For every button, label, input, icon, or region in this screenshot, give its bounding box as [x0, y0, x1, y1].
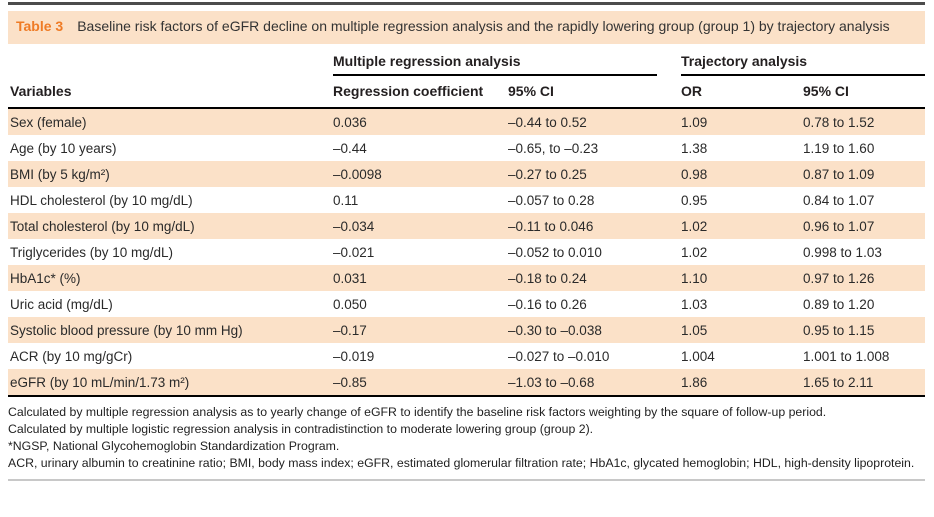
- variable-cell: HDL cholesterol (by 10 mg/dL): [10, 192, 193, 208]
- variable-cell: eGFR (by 10 mL/min/1.73 m²): [10, 374, 190, 390]
- variable-cell: Systolic blood pressure (by 10 mm Hg): [10, 322, 243, 338]
- or-ci-cell: 0.89 to 1.20: [803, 296, 875, 312]
- or-ci-cell: 0.87 to 1.09: [803, 166, 875, 182]
- or-ci-cell: 1.65 to 2.11: [803, 374, 874, 390]
- variable-cell: BMI (by 5 kg/m²): [10, 166, 110, 182]
- column-header-variables: Variables: [8, 76, 333, 109]
- column-header-row: Variables Regression coefficient 95% CI …: [8, 76, 926, 109]
- coef-cell: 0.036: [333, 114, 367, 130]
- table-row-systolic-bp: Systolic blood pressure (by 10 mm Hg) –0…: [8, 317, 926, 343]
- table-row-bmi: BMI (by 5 kg/m²) –0.0098 –0.27 to 0.25 0…: [8, 161, 926, 187]
- variable-cell: Triglycerides (by 10 mg/dL): [10, 244, 174, 260]
- ci-cell: –0.27 to 0.25: [508, 166, 587, 182]
- coef-cell: –0.85: [333, 374, 367, 390]
- or-ci-cell: 1.19 to 1.60: [803, 140, 875, 156]
- coef-cell: 0.050: [333, 296, 367, 312]
- or-cell: 1.03: [681, 296, 708, 312]
- bottom-rule: [8, 479, 925, 481]
- footnotes: Calculated by multiple regression analys…: [8, 404, 925, 472]
- group-header-multiple-regression: Multiple regression analysis: [333, 53, 681, 76]
- or-cell: 1.38: [681, 140, 708, 156]
- or-cell: 1.09: [681, 114, 708, 130]
- variable-cell: Total cholesterol (by 10 mg/dL): [10, 218, 195, 234]
- coef-cell: –0.019: [333, 348, 375, 364]
- coef-cell: –0.0098: [333, 166, 382, 182]
- table-row-hba1c: HbA1c* (%) 0.031 –0.18 to 0.24 1.10 0.97…: [8, 265, 926, 291]
- variable-cell: HbA1c* (%): [10, 270, 81, 286]
- or-ci-cell: 1.001 to 1.008: [803, 348, 890, 364]
- or-ci-cell: 0.97 to 1.26: [803, 270, 875, 286]
- ci-cell: –0.30 to –0.038: [508, 322, 602, 338]
- footnote-regression-method: Calculated by multiple regression analys…: [8, 405, 827, 419]
- table-row-triglycerides: Triglycerides (by 10 mg/dL) –0.021 –0.05…: [8, 239, 925, 265]
- ci-cell: –1.03 to –0.68: [508, 374, 595, 390]
- table-row-age: Age (by 10 years) –0.44 –0.65, to –0.23 …: [8, 135, 925, 161]
- coef-cell: –0.034: [333, 218, 375, 234]
- ci-cell: –0.65, to –0.23: [508, 140, 599, 156]
- column-header-ci-trajectory: 95% CI: [803, 76, 926, 109]
- or-cell: 1.02: [681, 244, 708, 260]
- table-header: Multiple regression analysis Trajectory …: [8, 53, 926, 109]
- or-cell: 0.95: [681, 192, 708, 208]
- column-header-or: OR: [681, 76, 804, 109]
- table-body: Sex (female) 0.036 –0.44 to 0.52 1.09 0.…: [8, 108, 926, 396]
- footnote-ngsp: *NGSP, National Glycohemoglobin Standard…: [8, 439, 340, 453]
- ci-cell: –0.057 to 0.28: [508, 192, 595, 208]
- table-row-uric-acid: Uric acid (mg/dL) 0.050 –0.16 to 0.26 1.…: [8, 291, 925, 317]
- column-header-ci-regression: 95% CI: [508, 76, 682, 109]
- top-rule: [8, 2, 925, 5]
- coef-cell: –0.44: [333, 140, 367, 156]
- group-header-row: Multiple regression analysis Trajectory …: [8, 53, 926, 76]
- ci-cell: –0.44 to 0.52: [508, 114, 587, 130]
- or-ci-cell: 0.96 to 1.07: [803, 218, 875, 234]
- column-header-regression-coefficient: Regression coefficient: [333, 76, 508, 109]
- or-cell: 1.05: [681, 322, 708, 338]
- ci-cell: –0.11 to 0.046: [508, 218, 594, 234]
- coef-cell: –0.021: [333, 244, 375, 260]
- table-row-sex: Sex (female) 0.036 –0.44 to 0.52 1.09 0.…: [8, 108, 926, 135]
- or-cell: 0.98: [681, 166, 708, 182]
- ci-cell: –0.052 to 0.010: [508, 244, 602, 260]
- or-ci-cell: 0.78 to 1.52: [803, 114, 875, 130]
- or-cell: 1.02: [681, 218, 708, 234]
- table-row-egfr: eGFR (by 10 mL/min/1.73 m²) –0.85 –1.03 …: [8, 369, 926, 396]
- coef-cell: –0.17: [333, 322, 367, 338]
- variable-cell: Age (by 10 years): [10, 140, 117, 156]
- variable-cell: Uric acid (mg/dL): [10, 296, 113, 312]
- group-header-multiple-regression-label: Multiple regression analysis: [333, 53, 658, 76]
- table-caption: Table 3 Baseline risk factors of eGFR dec…: [8, 11, 925, 44]
- footnote-logistic-method: Calculated by multiple logistic regressi…: [8, 422, 594, 436]
- footnote-abbreviations: ACR, urinary albumin to creatinine ratio…: [8, 456, 915, 470]
- or-ci-cell: 0.998 to 1.03: [803, 244, 882, 260]
- table-number-label: Table 3: [16, 18, 64, 34]
- coef-cell: 0.031: [333, 270, 367, 286]
- risk-factors-table: Multiple regression analysis Trajectory …: [8, 53, 926, 397]
- or-cell: 1.10: [681, 270, 708, 286]
- or-ci-cell: 0.84 to 1.07: [803, 192, 875, 208]
- or-ci-cell: 0.95 to 1.15: [803, 322, 875, 338]
- group-header-trajectory-label: Trajectory analysis: [681, 53, 926, 76]
- variable-cell: ACR (by 10 mg/gCr): [10, 348, 133, 364]
- table-row-hdl: HDL cholesterol (by 10 mg/dL) 0.11 –0.05…: [8, 187, 925, 213]
- table-caption-text: Baseline risk factors of eGFR decline on…: [77, 18, 890, 34]
- group-header-trajectory: Trajectory analysis: [681, 53, 926, 76]
- table-row-acr: ACR (by 10 mg/gCr) –0.019 –0.027 to –0.0…: [8, 343, 925, 369]
- ci-cell: –0.18 to 0.24: [508, 270, 587, 286]
- or-cell: 1.86: [681, 374, 708, 390]
- ci-cell: –0.027 to –0.010: [508, 348, 610, 364]
- group-header-spacer: [8, 53, 333, 76]
- or-cell: 1.004: [681, 348, 715, 364]
- ci-cell: –0.16 to 0.26: [508, 296, 587, 312]
- table-row-total-cholesterol: Total cholesterol (by 10 mg/dL) –0.034 –…: [8, 213, 926, 239]
- variable-cell: Sex (female): [10, 114, 87, 130]
- coef-cell: 0.11: [333, 192, 359, 208]
